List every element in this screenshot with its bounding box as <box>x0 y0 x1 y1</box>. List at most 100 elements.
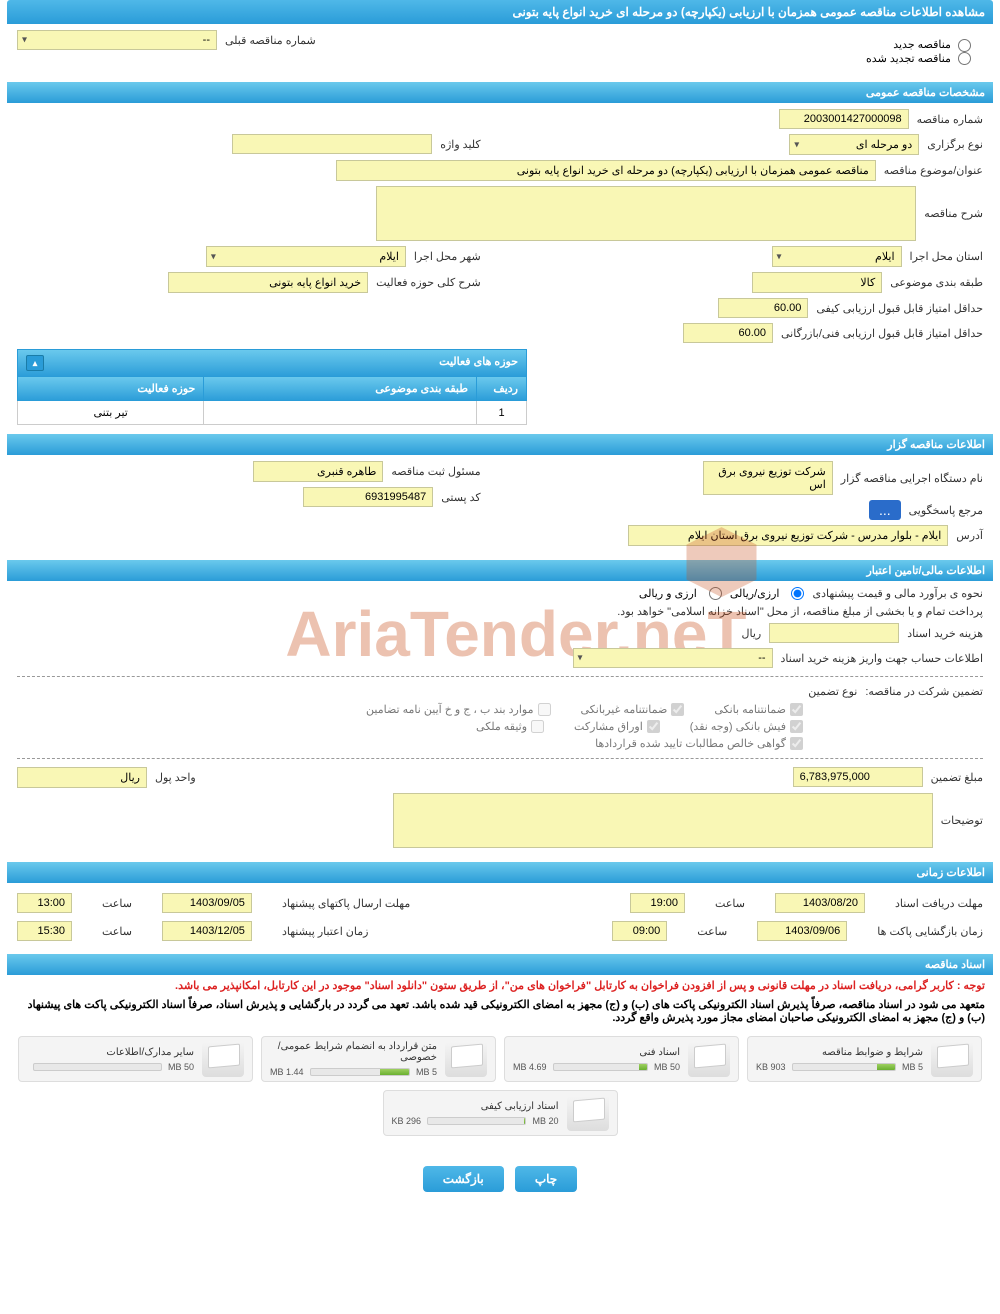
quality-score-field: 60.00 <box>718 298 808 318</box>
notice-red: توجه : کاربر گرامی، دریافت اسناد در مهلت… <box>7 975 993 996</box>
file-total: 50 MB <box>168 1062 194 1072</box>
registrar-label: مسئول ثبت مناقصه <box>391 465 480 478</box>
radio-arzi-riali-label: ارزی/ریالی <box>730 587 780 600</box>
city-select[interactable]: ایلام <box>206 246 406 267</box>
file-grid: شرایط و ضوابط مناقصه 5 MB 903 KB اسناد ف… <box>7 1026 993 1146</box>
submit-date-field: 1403/09/05 <box>162 893 252 913</box>
section-docs-header: اسناد مناقصه <box>7 954 993 975</box>
chk-items-bjkh[interactable] <box>538 703 551 716</box>
section-organizer-header: اطلاعات مناقصه گزار <box>7 434 993 455</box>
file-box[interactable]: اسناد ارزیابی کیفی 20 MB 296 KB <box>383 1090 618 1136</box>
progress-bar <box>427 1117 526 1125</box>
section-general-header: مشخصات مناقصه عمومی <box>7 82 993 103</box>
row-activity: تیر بتنی <box>18 401 204 425</box>
progress-bar <box>310 1068 410 1076</box>
progress-bar <box>792 1063 896 1071</box>
province-label: استان محل اجرا <box>910 250 983 263</box>
notes-label: توضیحات <box>941 814 983 827</box>
table-row: 1 تیر بتنی <box>18 401 527 425</box>
prev-tender-number-label: شماره مناقصه قبلی <box>225 34 316 47</box>
chk-property[interactable] <box>531 720 544 733</box>
account-info-label: اطلاعات حساب جهت واریز هزینه خرید اسناد <box>781 652 983 665</box>
opening-label: زمان بازگشایی پاکت ها <box>877 925 983 938</box>
holding-type-label: نوع برگزاری <box>927 138 983 151</box>
file-used: 1.44 MB <box>270 1067 304 1077</box>
folder-icon <box>202 1041 244 1077</box>
file-box[interactable]: متن قرارداد به انضمام شرایط عمومی/خصوصی … <box>261 1036 496 1082</box>
guarantee-type-label: نوع تضمین <box>808 685 857 698</box>
submit-deadline-label: مهلت ارسال پاکتهای پیشنهاد <box>282 897 410 910</box>
radio-arzi-riali[interactable] <box>791 587 804 600</box>
doc-cost-label: هزینه خرید اسناد <box>907 627 983 640</box>
file-box[interactable]: اسناد فنی 50 MB 4.69 MB <box>504 1036 739 1082</box>
validity-label: زمان اعتبار پیشنهاد <box>282 925 369 938</box>
account-info-select[interactable]: -- <box>573 648 773 668</box>
file-used: 903 KB <box>756 1062 786 1072</box>
tender-number-field: 2003001427000098 <box>779 109 909 129</box>
file-total: 20 MB <box>532 1116 558 1126</box>
row-num: 1 <box>477 401 527 425</box>
prev-tender-number-select[interactable]: -- <box>17 30 217 50</box>
currency-label: واحد پول <box>155 771 196 784</box>
receipt-time-field: 19:00 <box>630 893 685 913</box>
province-select[interactable]: ایلام <box>772 246 902 267</box>
collapse-icon[interactable]: ▴ <box>26 355 44 371</box>
doc-cost-unit: ریال <box>741 627 761 640</box>
radio-arzi-riali-2-label: ارزی و ریالی <box>639 587 697 600</box>
row-category <box>204 401 477 425</box>
radio-new-tender[interactable] <box>958 39 971 52</box>
keyword-field[interactable] <box>232 134 432 154</box>
folder-icon <box>567 1095 609 1131</box>
chk-bank-receipt[interactable] <box>790 720 803 733</box>
chk-bank-guarantee[interactable] <box>790 703 803 716</box>
section-timing-header: اطلاعات زمانی <box>7 862 993 883</box>
chk-participation[interactable] <box>647 720 660 733</box>
radio-new-label: مناقصه جدید <box>893 39 951 51</box>
doc-cost-field[interactable] <box>769 623 899 643</box>
postal-label: کد پستی <box>441 491 480 504</box>
file-title: متن قرارداد به انضمام شرایط عمومی/خصوصی <box>270 1041 437 1063</box>
notes-textarea[interactable] <box>393 793 933 848</box>
file-box[interactable]: سایر مدارک/اطلاعات 50 MB <box>18 1036 253 1082</box>
file-box[interactable]: شرایط و ضوابط مناقصه 5 MB 903 KB <box>747 1036 982 1082</box>
file-total: 5 MB <box>416 1067 437 1077</box>
guarantee-amount-field: 6,783,975,000 <box>793 767 923 787</box>
print-button[interactable]: چاپ <box>515 1166 577 1192</box>
tech-score-label: حداقل امتیاز قابل قبول ارزیابی فنی/بازرگ… <box>781 327 983 340</box>
radio-renewed-tender[interactable] <box>958 52 971 65</box>
category-field: کالا <box>752 272 882 293</box>
guarantee-amount-label: مبلغ تضمین <box>931 771 983 784</box>
back-button[interactable]: بازگشت <box>423 1166 504 1192</box>
address-field: ایلام - بلوار مدرس - شرکت توزیع نیروی بر… <box>628 525 948 546</box>
activity-desc-label: شرح کلی حوزه فعالیت <box>376 276 481 289</box>
currency-field: ریال <box>17 767 147 788</box>
description-textarea[interactable] <box>376 186 916 241</box>
payment-note: پرداخت تمام و یا بخشی از مبلغ مناقصه، از… <box>617 605 983 618</box>
category-label: طبقه بندی موضوعی <box>890 276 983 289</box>
chk-nonbank-guarantee[interactable] <box>671 703 684 716</box>
estimate-label: نحوه ی برآورد مالی و قیمت پیشنهادی <box>812 587 983 600</box>
postal-field: 6931995487 <box>303 487 433 507</box>
col-category-header: طبقه بندی موضوعی <box>204 377 477 401</box>
radio-arzi-riali-2[interactable] <box>709 587 722 600</box>
section-finance-header: اطلاعات مالی/تامین اعتبار <box>7 560 993 581</box>
chk-net-claims[interactable] <box>790 737 803 750</box>
file-used: 4.69 MB <box>513 1062 547 1072</box>
subject-label: عنوان/موضوع مناقصه <box>884 164 983 177</box>
city-label: شهر محل اجرا <box>414 250 481 263</box>
file-title: شرایط و ضوابط مناقصه <box>756 1047 923 1058</box>
executor-field: شرکت توزیع نیروی برق اس <box>703 461 833 495</box>
validity-date-field: 1403/12/05 <box>162 921 252 941</box>
page-title: مشاهده اطلاعات مناقصه عمومی همزمان با ار… <box>7 0 993 24</box>
notice-black: متعهد می شود در اسناد مناقصه، صرفاً پذیر… <box>7 996 993 1026</box>
guarantee-label: تضمین شرکت در مناقصه: <box>865 685 983 698</box>
registrar-field: طاهره قنبری <box>253 461 383 482</box>
activity-desc-field: خرید انواع پایه بتونی <box>168 272 368 293</box>
more-button[interactable]: ... <box>869 500 901 520</box>
col-activity-header: حوزه فعالیت <box>18 377 204 401</box>
holding-type-select[interactable]: دو مرحله ای <box>789 134 919 155</box>
activity-table: حوزه های فعالیت ▴ ردیف طبقه بندی موضوعی … <box>17 349 527 425</box>
folder-icon <box>931 1041 973 1077</box>
response-ref-label: مرجع پاسخگویی <box>909 504 983 517</box>
quality-score-label: حداقل امتیاز قابل قبول ارزیابی کیفی <box>816 302 983 315</box>
